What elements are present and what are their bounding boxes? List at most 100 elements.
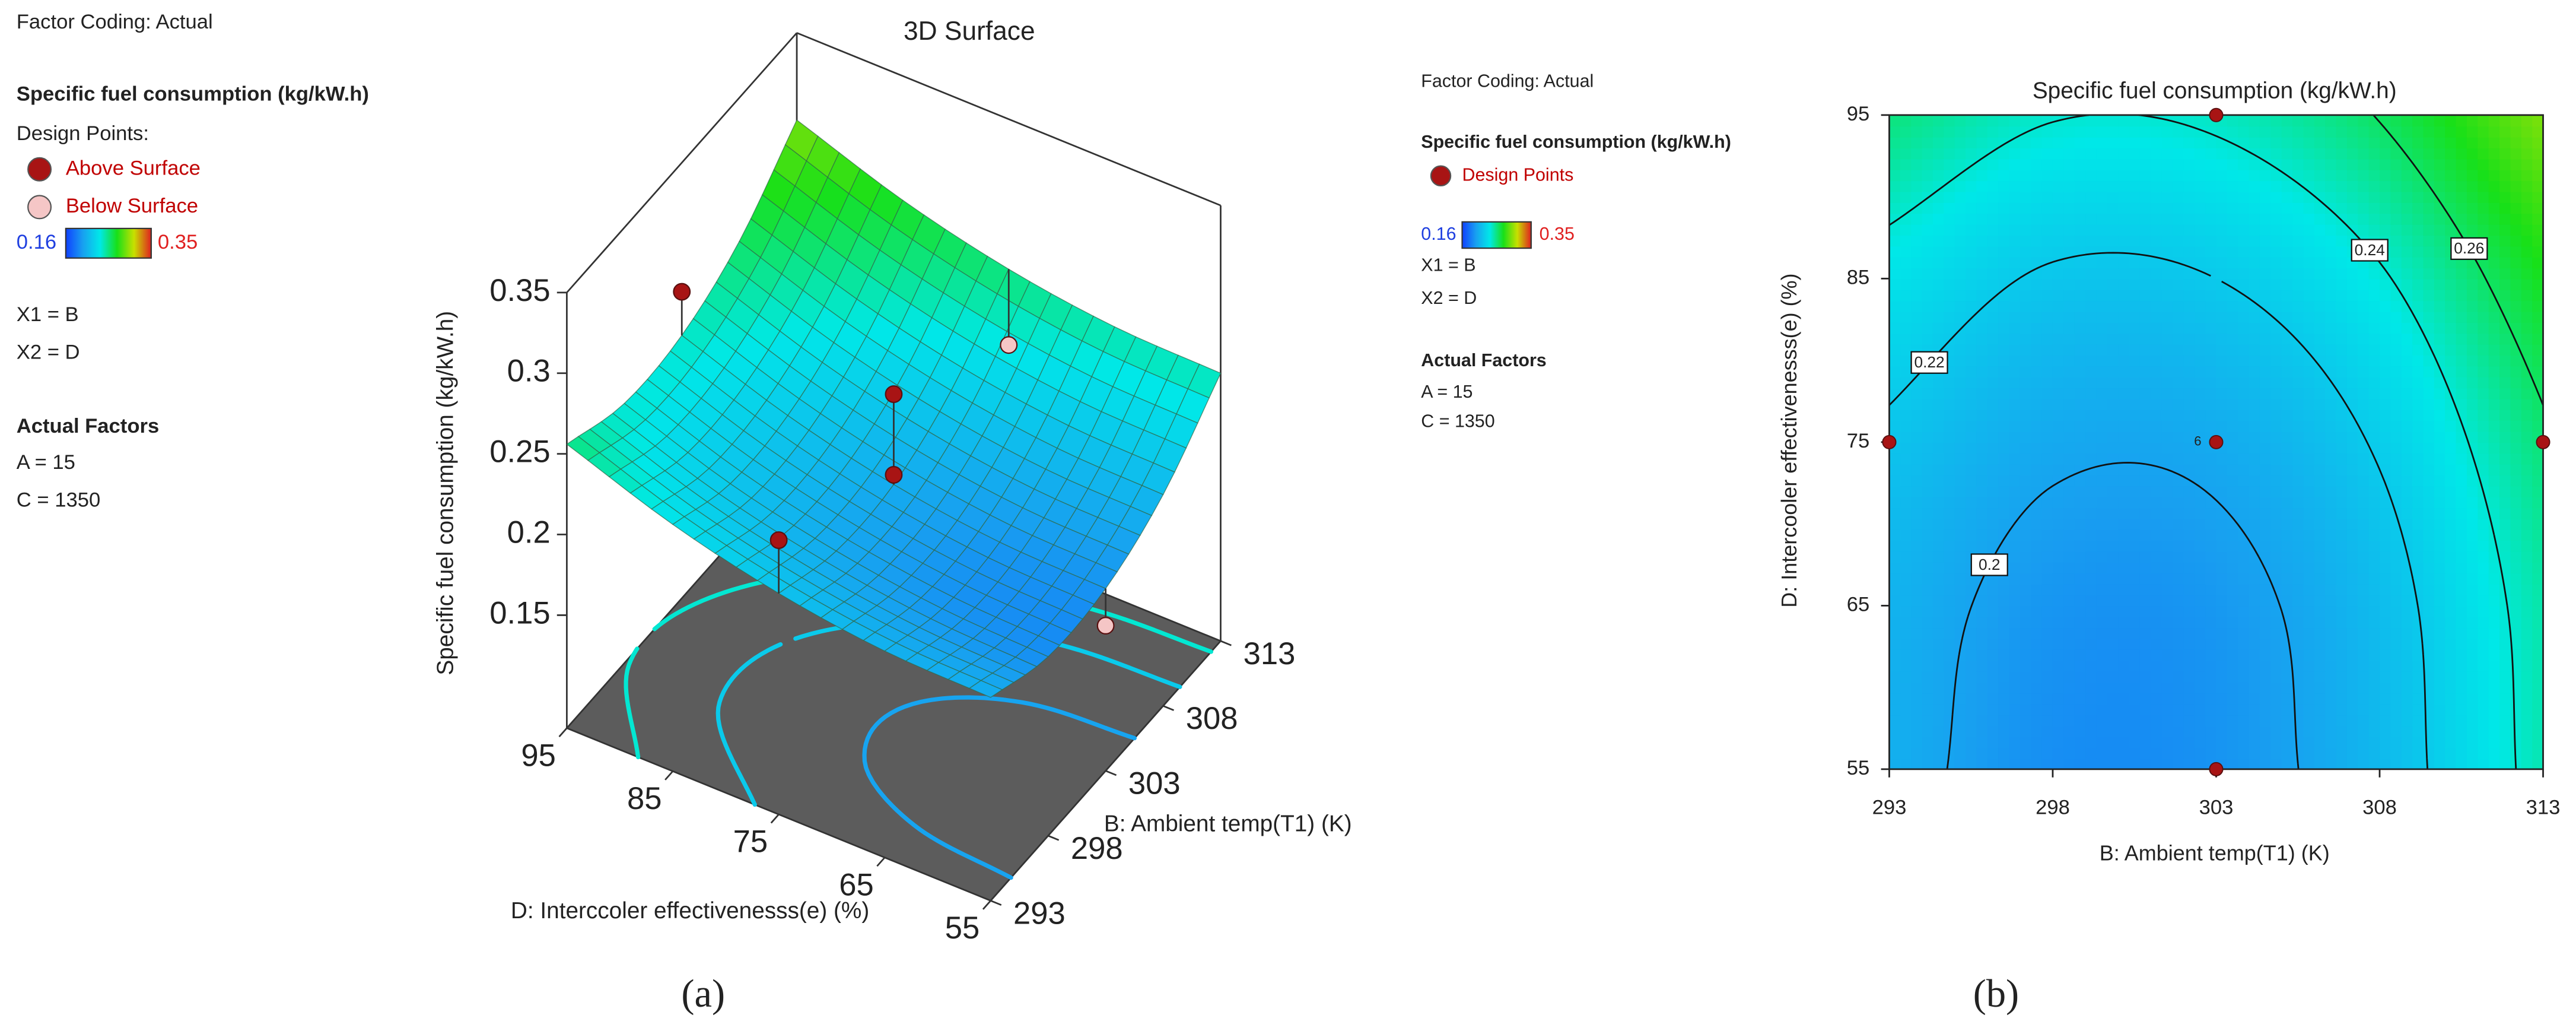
heat-cell	[2041, 300, 2054, 312]
heat-cell	[2423, 736, 2435, 748]
heat-cell	[1998, 442, 2010, 454]
heat-cell	[2139, 583, 2152, 596]
heat-cell	[2216, 616, 2228, 629]
panel-label: (b)	[1973, 972, 2019, 1016]
heat-cell	[2074, 267, 2087, 280]
heat-cell	[2161, 551, 2174, 563]
heat-cell	[1889, 671, 1901, 683]
heat-cell	[2183, 660, 2195, 672]
heat-cell	[2238, 191, 2250, 203]
heat-cell	[1998, 507, 2010, 519]
heat-cell	[2041, 322, 2054, 334]
heat-cell	[2129, 693, 2141, 705]
heat-cell	[2063, 583, 2075, 596]
y-tick-label: 75	[733, 824, 768, 859]
heat-cell	[1889, 638, 1901, 650]
heat-cell	[2466, 147, 2479, 160]
heat-cell	[2118, 474, 2130, 487]
heat-cell	[2216, 715, 2228, 727]
heat-cell	[2139, 137, 2152, 149]
heat-cell	[2412, 409, 2424, 421]
heat-cell	[1966, 583, 1977, 596]
heat-cell	[2020, 354, 2032, 367]
heat-cell	[1966, 376, 1977, 389]
heat-cell	[2412, 246, 2424, 258]
heat-cell	[2499, 616, 2511, 629]
heat-cell	[2466, 409, 2479, 421]
heat-cell	[2499, 344, 2511, 356]
heat-cell	[2085, 409, 2097, 421]
heat-cell	[2532, 747, 2544, 759]
heat-cell	[2401, 234, 2413, 247]
heat-cell	[2292, 311, 2304, 323]
heat-cell	[2368, 660, 2381, 672]
heat-cell	[2139, 595, 2152, 607]
heat-cell	[1889, 256, 1901, 269]
heat-cell	[1966, 703, 1977, 716]
heat-cell	[1922, 431, 1934, 443]
heat-cell	[1944, 267, 1955, 280]
heat-cell	[2270, 366, 2282, 377]
heat-cell	[2052, 246, 2065, 258]
heat-cell	[2390, 649, 2402, 661]
heat-cell	[2488, 715, 2501, 727]
heat-cell	[2532, 169, 2544, 182]
heat-cell	[2368, 409, 2381, 421]
heat-cell	[2510, 246, 2522, 258]
heat-cell	[2336, 715, 2348, 727]
heat-cell	[2488, 169, 2501, 182]
heat-cell	[2346, 354, 2359, 367]
heat-cell	[2380, 660, 2391, 672]
heat-cell	[2303, 300, 2315, 312]
heat-cell	[2532, 213, 2544, 225]
heat-cell	[1987, 725, 1999, 737]
heat-cell	[2412, 300, 2424, 312]
y-tick	[558, 727, 568, 738]
heat-cell	[2216, 354, 2228, 367]
heat-cell	[2346, 388, 2359, 399]
heat-cell	[2510, 616, 2522, 629]
heat-cell	[1998, 725, 2010, 737]
heat-cell	[2052, 409, 2065, 421]
heat-cell	[2358, 627, 2370, 639]
heat-cell	[1889, 605, 1901, 617]
heat-cell	[2532, 191, 2544, 203]
heat-cell	[2173, 671, 2184, 683]
heat-cell	[2161, 126, 2174, 138]
heat-cell	[2249, 311, 2261, 323]
heat-cell	[2151, 453, 2162, 465]
heat-cell	[1954, 289, 1967, 302]
heat-cell	[1954, 213, 1967, 225]
heat-cell	[2020, 573, 2032, 585]
heat-cell	[2041, 147, 2054, 160]
factor: X2 = D	[1421, 288, 1477, 308]
heat-cell	[2139, 660, 2152, 672]
heat-cell	[2336, 747, 2348, 759]
heat-cell	[1998, 246, 2010, 258]
heat-cell	[2521, 376, 2533, 389]
heat-cell	[2259, 311, 2272, 323]
heat-cell	[2107, 289, 2119, 302]
heat-cell	[2380, 322, 2391, 334]
heat-cell	[2161, 137, 2174, 149]
heat-cell	[2434, 703, 2446, 716]
heat-cell	[2249, 540, 2261, 552]
heat-cell	[2488, 540, 2501, 552]
heat-cell	[2478, 747, 2489, 759]
heat-cell	[2336, 758, 2348, 770]
heat-cell	[1998, 627, 2010, 639]
heat-cell	[2183, 703, 2195, 716]
heat-cell	[2107, 474, 2119, 487]
heat-cell	[2532, 595, 2544, 607]
heat-cell	[2194, 388, 2206, 399]
heat-cell	[1987, 322, 1999, 334]
heat-cell	[2052, 583, 2065, 596]
heat-cell	[2129, 725, 2141, 737]
heat-cell	[2510, 311, 2522, 323]
heat-cell	[2063, 311, 2075, 323]
heat-cell	[2020, 246, 2032, 258]
heat-cell	[2456, 344, 2468, 356]
heat-cell	[2107, 703, 2119, 716]
heat-cell	[2238, 267, 2250, 280]
heat-cell	[2238, 180, 2250, 192]
